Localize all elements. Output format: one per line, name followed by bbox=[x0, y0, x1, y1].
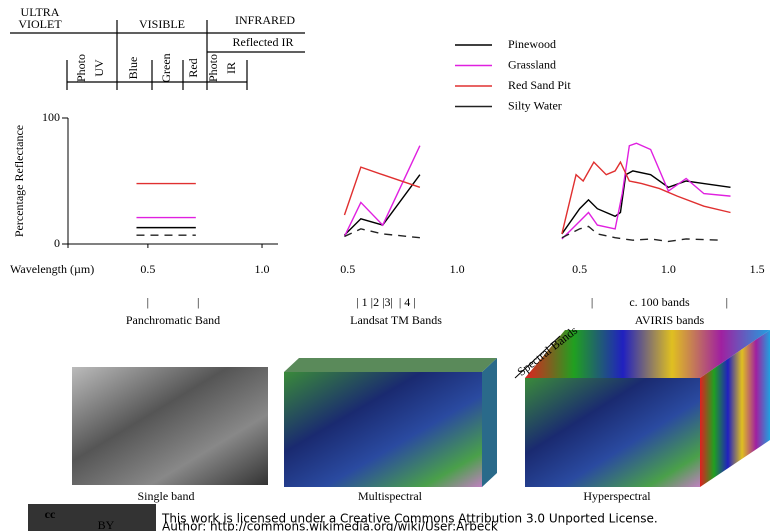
band-marks: | c. 100 bands | bbox=[591, 295, 728, 309]
series-line bbox=[561, 142, 731, 240]
image-caption: Hyperspectral bbox=[583, 489, 651, 503]
band-label: Landsat TM Bands bbox=[350, 313, 442, 327]
license-text: This work is licensed under a Creative C… bbox=[161, 512, 658, 526]
multispectral-image bbox=[284, 372, 482, 487]
image-caption: Single band bbox=[138, 489, 195, 503]
band-name: Green bbox=[159, 53, 173, 82]
band-marks: | 1 |2 |3| | 4 | bbox=[356, 295, 415, 309]
license-author: Author: http://commons.wikimedia.org/wik… bbox=[162, 520, 498, 531]
cubes bbox=[72, 330, 770, 487]
uv-label: VIOLET bbox=[18, 17, 62, 31]
x-tick-label: 1.5 bbox=[750, 262, 765, 276]
band-name: Red bbox=[186, 58, 200, 77]
spectral-arrow bbox=[514, 335, 561, 379]
series-line bbox=[343, 174, 421, 236]
band-name: Blue bbox=[126, 57, 140, 80]
band-name: IR bbox=[224, 62, 238, 74]
reflected-ir-label: Reflected IR bbox=[233, 35, 294, 49]
band-name: Photo bbox=[74, 54, 88, 82]
y-tick-label: 100 bbox=[42, 110, 60, 124]
single-band-image bbox=[72, 367, 268, 485]
legend-label: Silty Water bbox=[508, 98, 562, 112]
image-caption: Multispectral bbox=[358, 489, 423, 503]
series-line bbox=[561, 160, 731, 235]
band-label: AVIRIS bands bbox=[635, 313, 705, 327]
band-name: Photo bbox=[206, 54, 220, 82]
cc-badge bbox=[28, 504, 156, 531]
x-tick-label: 0.5 bbox=[572, 262, 587, 276]
series-line bbox=[561, 170, 731, 235]
legend-label: Red Sand Pit bbox=[508, 78, 571, 92]
x-tick-label: 1.0 bbox=[450, 262, 465, 276]
cube-top bbox=[284, 358, 497, 372]
series-line bbox=[344, 228, 420, 239]
series-line bbox=[561, 225, 722, 243]
x-tick-label: 0.5 bbox=[140, 262, 155, 276]
band-name: UV bbox=[92, 59, 106, 77]
y-axis-label: Percentage Reflectance bbox=[12, 125, 26, 237]
band-marks: | | bbox=[147, 295, 200, 309]
cube-top bbox=[525, 330, 770, 378]
x-tick-label: 1.0 bbox=[661, 262, 676, 276]
x-axis-label: Wavelength (µm) bbox=[10, 262, 94, 276]
cube-side bbox=[482, 358, 497, 487]
series-line bbox=[343, 145, 421, 237]
cube-side bbox=[700, 330, 770, 487]
cc-left: cc bbox=[45, 507, 56, 521]
band-label: Panchromatic Band bbox=[126, 313, 220, 327]
legend-label: Grassland bbox=[508, 57, 556, 71]
hyperspectral-image bbox=[525, 378, 700, 487]
x-tick-label: 0.5 bbox=[340, 262, 355, 276]
infrared-label: INFRARED bbox=[235, 13, 295, 27]
uv-label: ULTRA bbox=[21, 5, 60, 19]
x-tick-label: 1.0 bbox=[255, 262, 270, 276]
spectrum-header: ULTRA VIOLET VISIBLE INFRARED Reflected … bbox=[10, 5, 305, 90]
series-line bbox=[343, 166, 421, 216]
legend-label: Pinewood bbox=[508, 37, 556, 51]
y-tick-label: 0 bbox=[54, 236, 60, 250]
visible-label: VISIBLE bbox=[139, 17, 185, 31]
cc-right: BY bbox=[98, 518, 115, 531]
